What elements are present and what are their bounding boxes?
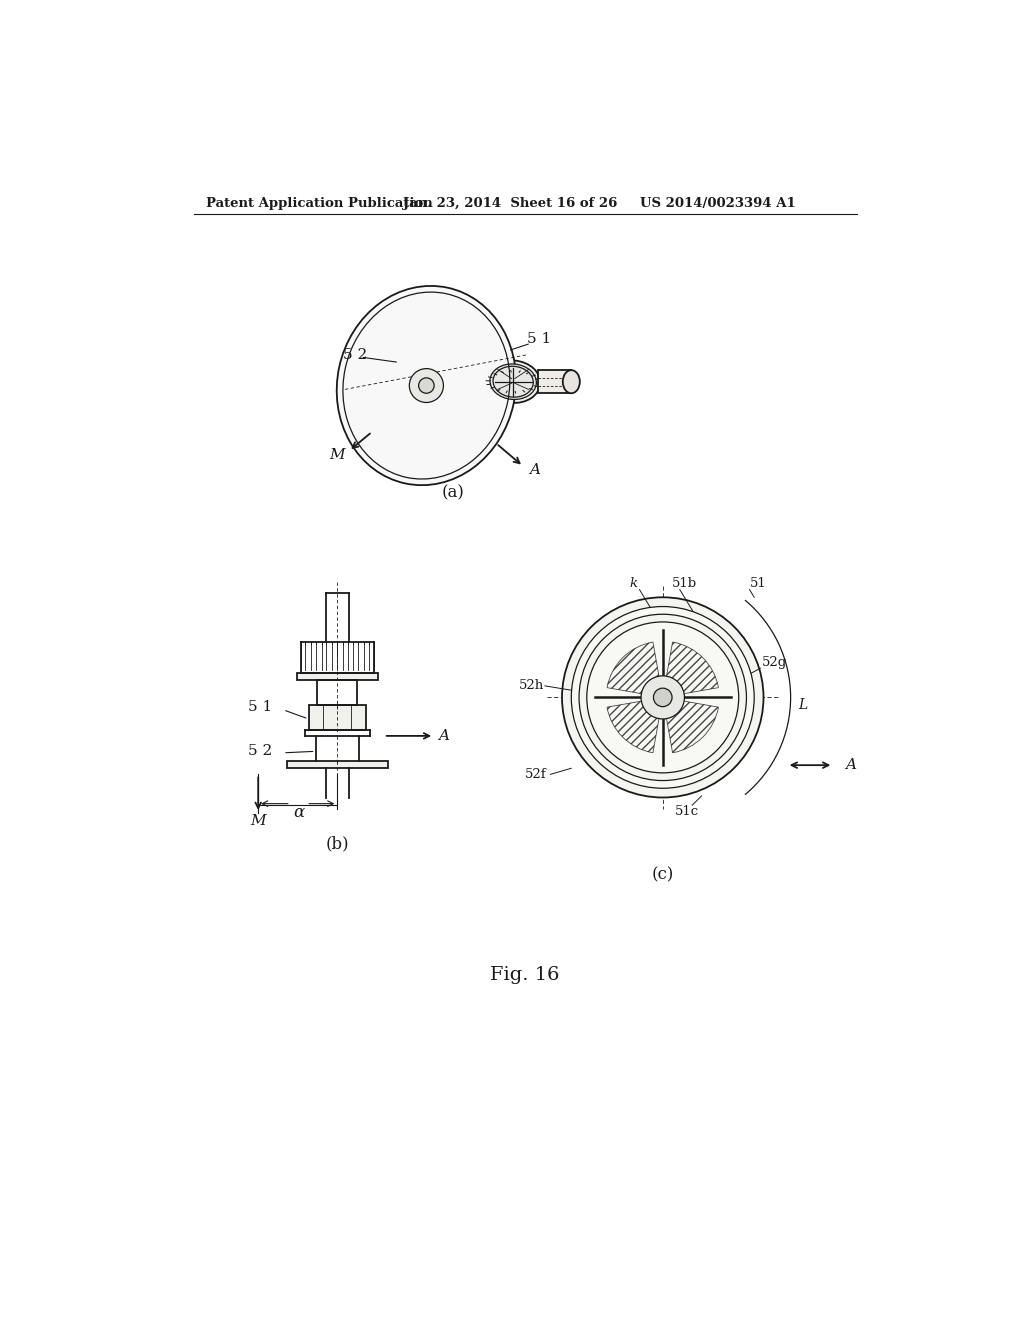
Text: α: α (293, 804, 304, 821)
Circle shape (410, 368, 443, 403)
Bar (287, 760, 388, 768)
Text: 51b: 51b (672, 577, 697, 590)
Text: 5 1: 5 1 (248, 700, 272, 714)
Text: US 2014/0023394 A1: US 2014/0023394 A1 (640, 197, 796, 210)
Text: Patent Application Publication: Patent Application Publication (206, 197, 432, 210)
Circle shape (587, 622, 738, 774)
Circle shape (562, 597, 764, 797)
Text: M: M (330, 447, 345, 462)
Text: (c): (c) (651, 866, 674, 883)
Circle shape (571, 607, 755, 788)
Ellipse shape (489, 364, 537, 400)
Text: Fig. 16: Fig. 16 (490, 966, 559, 983)
Text: 52g: 52g (762, 656, 787, 669)
Ellipse shape (563, 370, 580, 393)
Text: 5 2: 5 2 (248, 744, 272, 758)
Circle shape (653, 688, 672, 706)
Ellipse shape (486, 360, 541, 403)
Text: k: k (630, 577, 637, 590)
Bar (308, 705, 366, 730)
Text: 5 1: 5 1 (527, 333, 551, 346)
Text: 52f: 52f (524, 768, 547, 781)
Text: (b): (b) (326, 836, 349, 853)
Text: 51c: 51c (675, 805, 698, 818)
Text: 52h: 52h (519, 680, 545, 693)
Text: A: A (845, 758, 856, 772)
Text: Jan. 23, 2014  Sheet 16 of 26: Jan. 23, 2014 Sheet 16 of 26 (403, 197, 617, 210)
Text: 5 2: 5 2 (343, 347, 368, 362)
Circle shape (641, 676, 684, 719)
Text: A: A (438, 729, 449, 743)
Text: (a): (a) (442, 484, 465, 502)
Bar (297, 673, 378, 681)
Text: L: L (799, 698, 808, 711)
Text: M: M (251, 813, 266, 828)
Text: A: A (529, 463, 541, 478)
Circle shape (419, 378, 434, 393)
Bar (538, 370, 571, 393)
Circle shape (579, 614, 746, 780)
Text: 51: 51 (750, 577, 766, 590)
Ellipse shape (337, 286, 516, 486)
